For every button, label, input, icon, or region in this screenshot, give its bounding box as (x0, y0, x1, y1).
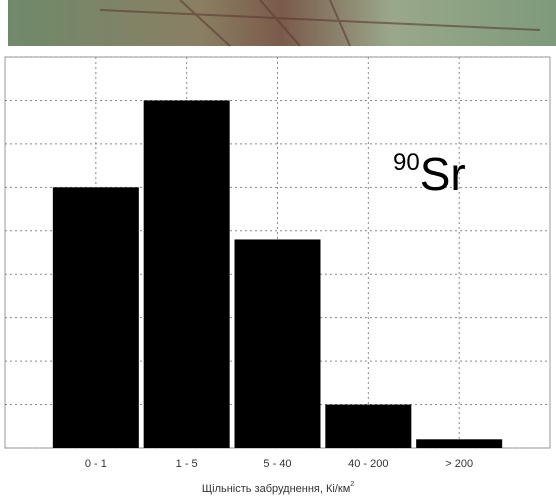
x-label-text: Щільність забруднення, Кі/км (202, 483, 350, 495)
bar (235, 239, 321, 448)
x-label-sup: 2 (350, 481, 354, 488)
x-tick-label: 5 - 40 (263, 458, 291, 470)
chart: 90Sr Щільність забруднення, Кі/км2 0 - 1… (0, 0, 556, 501)
mass-number: 90 (393, 149, 420, 176)
bar (416, 439, 502, 448)
element: Sr (420, 148, 466, 200)
x-tick-label: 1 - 5 (176, 458, 198, 470)
bar (53, 187, 139, 448)
x-tick-label: > 200 (445, 458, 473, 470)
x-tick-label: 0 - 1 (85, 458, 107, 470)
map-strip (8, 0, 556, 46)
bar (325, 405, 411, 448)
x-tick-label: 40 - 200 (348, 458, 388, 470)
x-axis-label: Щільність забруднення, Кі/км2 (202, 481, 354, 495)
bar (144, 100, 230, 448)
